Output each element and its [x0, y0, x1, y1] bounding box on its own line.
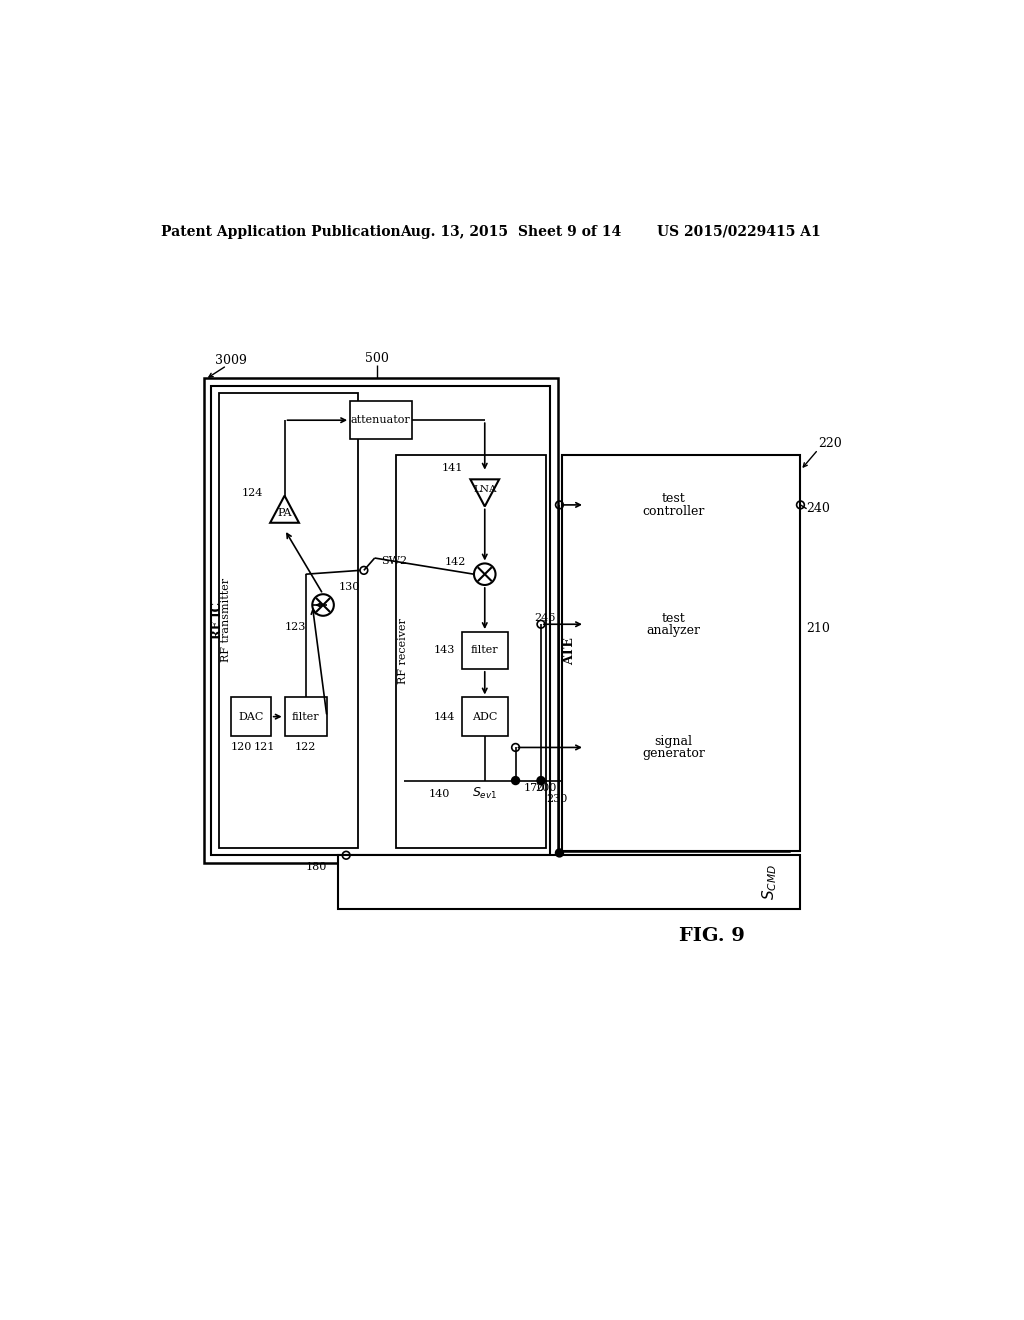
Text: 124: 124 [242, 487, 263, 498]
Bar [562, 455, 788, 851]
Bar [204, 378, 558, 863]
Text: DAC: DAC [238, 711, 263, 722]
Text: 142: 142 [444, 557, 466, 566]
Text: 122: 122 [295, 742, 316, 751]
Text: $S_{CMD}$: $S_{CMD}$ [760, 865, 779, 900]
Text: RF receiver: RF receiver [398, 618, 409, 684]
Text: 3009: 3009 [215, 354, 247, 367]
Bar [462, 632, 508, 669]
Text: 240: 240 [807, 502, 830, 515]
Bar [230, 697, 270, 737]
Text: analyzer: analyzer [646, 624, 700, 638]
Text: signal: signal [654, 735, 692, 748]
Bar [585, 466, 762, 544]
Text: 500: 500 [365, 352, 389, 366]
Text: 246: 246 [535, 612, 556, 623]
Text: test: test [662, 492, 685, 506]
Text: 123: 123 [285, 622, 306, 631]
Text: filter: filter [292, 711, 319, 722]
Text: FIG. 9: FIG. 9 [679, 927, 744, 945]
Text: 170: 170 [523, 783, 545, 793]
Text: SW2: SW2 [381, 556, 407, 566]
Text: 200: 200 [535, 783, 556, 793]
Bar [585, 709, 762, 785]
Text: RF IC: RF IC [211, 602, 224, 639]
Text: test: test [662, 611, 685, 624]
Bar [339, 855, 801, 909]
Text: generator: generator [642, 747, 705, 760]
Text: controller: controller [642, 504, 705, 517]
Text: LNA: LNA [473, 484, 497, 494]
Text: 144: 144 [434, 711, 456, 722]
Bar [211, 385, 550, 855]
Bar [350, 401, 412, 440]
Text: filter: filter [471, 645, 499, 656]
Text: 130: 130 [339, 582, 360, 593]
Text: Patent Application Publication: Patent Application Publication [161, 224, 400, 239]
Bar [462, 697, 508, 737]
Text: 220: 220 [818, 437, 842, 450]
Text: ATE: ATE [563, 638, 575, 665]
Text: Aug. 13, 2015: Aug. 13, 2015 [400, 224, 508, 239]
Text: PA: PA [278, 508, 292, 517]
Text: 180: 180 [305, 862, 327, 871]
Text: $S_{ev1}$: $S_{ev1}$ [472, 787, 498, 801]
Text: 140: 140 [429, 788, 451, 799]
Bar [285, 697, 327, 737]
Circle shape [538, 776, 545, 784]
Text: RF transmitter: RF transmitter [221, 578, 231, 663]
Circle shape [556, 849, 563, 857]
Bar [219, 393, 357, 847]
Text: 143: 143 [434, 645, 456, 656]
Bar [396, 455, 547, 847]
Text: 120: 120 [230, 742, 252, 751]
Text: 210: 210 [807, 622, 830, 635]
Text: attenuator: attenuator [351, 416, 411, 425]
Circle shape [512, 776, 519, 784]
Text: US 2015/0229415 A1: US 2015/0229415 A1 [657, 224, 820, 239]
Text: Sheet 9 of 14: Sheet 9 of 14 [518, 224, 622, 239]
Bar [585, 586, 762, 663]
Bar [562, 455, 801, 851]
Text: ADC: ADC [472, 711, 498, 722]
Text: 141: 141 [441, 463, 463, 473]
Text: 121: 121 [254, 742, 275, 751]
Text: 230: 230 [547, 795, 567, 804]
